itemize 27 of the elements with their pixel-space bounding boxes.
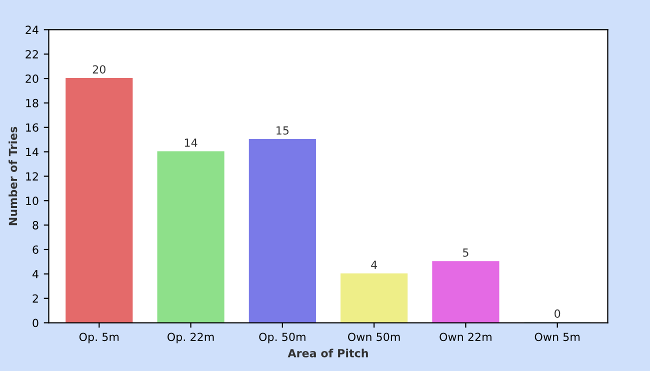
x-tick-label: Op. 50m (259, 332, 306, 344)
x-tick-label: Own 22m (440, 332, 492, 342)
y-tick-label: 2 (32, 294, 38, 303)
data-label: 15 (276, 126, 289, 135)
x-tick-label: Own 5m (534, 332, 580, 342)
y-axis-title: Number of Tries (8, 126, 18, 226)
data-label: 0 (554, 309, 560, 318)
x-tick-label: Op. 22m (168, 332, 214, 344)
y-tick-label: 24 (26, 26, 38, 34)
y-tick-label: 20 (26, 74, 38, 83)
y-tick-label: 0 (32, 318, 38, 328)
data-label: 4 (371, 260, 377, 269)
y-tick-label: 12 (26, 172, 38, 180)
y-tick-label: 4 (32, 270, 38, 278)
x-tick-label: Own 50m (348, 332, 400, 342)
y-tick-label: 8 (32, 221, 38, 230)
x-axis-title: Area of Pitch (288, 348, 368, 358)
y-tick-label: 16 (26, 123, 38, 132)
y-tick-label: 14 (26, 148, 38, 156)
data-label: 20 (92, 65, 106, 74)
y-tick-label: 18 (26, 98, 38, 108)
x-tick-label: Op. 5m (79, 332, 119, 344)
data-label: 14 (184, 138, 198, 147)
y-tick-label: 6 (32, 245, 38, 254)
y-tick-label: 22 (26, 50, 38, 58)
y-tick-label: 10 (26, 196, 38, 206)
data-label: 5 (463, 248, 468, 257)
